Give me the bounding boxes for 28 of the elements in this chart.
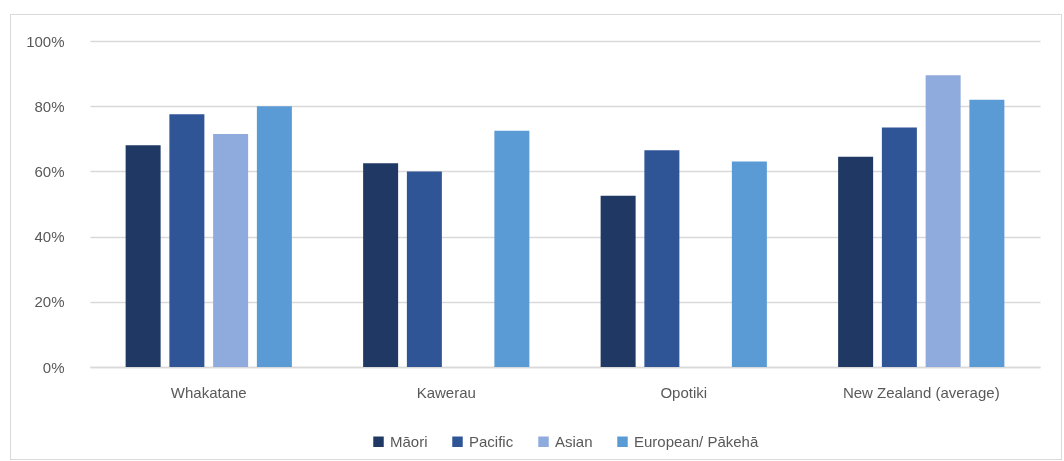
y-tick-label: 0% [42,358,65,376]
legend-label: Māori [390,432,428,450]
bar [125,145,161,367]
bar [363,163,399,367]
y-tick-label: 40% [34,228,65,246]
bar [494,130,530,367]
x-tick-label: Kawerau [416,383,476,401]
bar [213,133,249,367]
x-tick-label: Whakatane [170,383,247,401]
bar [644,150,680,367]
y-tick-label: 80% [34,97,65,115]
y-tick-label: 100% [26,32,65,50]
bar [600,195,636,367]
legend-label: Pacific [469,432,514,450]
y-tick-label: 60% [34,162,65,180]
bar [838,156,874,367]
x-tick-label: Opotiki [660,383,708,401]
bar [881,127,917,367]
bar [169,114,205,367]
legend-label: Asian [555,432,593,450]
legend-label: European/ Pākehā [634,432,759,450]
bar [969,99,1005,367]
x-tick-label: New Zealand (average) [842,383,1000,401]
bar [256,106,292,367]
bar [925,75,961,367]
bar [731,161,767,367]
bar [406,171,442,367]
y-tick-label: 20% [34,293,65,311]
